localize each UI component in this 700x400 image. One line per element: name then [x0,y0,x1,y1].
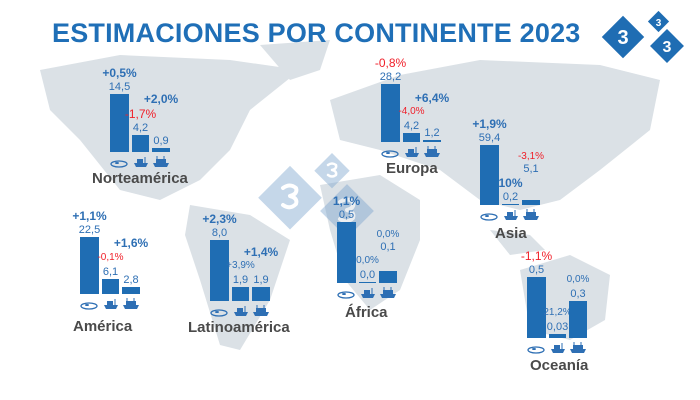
bar [423,139,441,142]
continent-label: Norteamérica [92,170,188,187]
continent-label: Latinoamérica [188,319,290,336]
beef-icon [527,341,545,354]
bar [379,270,397,283]
change-label: 10% [498,175,523,190]
bar [403,133,420,142]
value-label: 0,9 [153,135,169,148]
value-label: 59,4 [478,132,501,144]
import-ship-icon [122,297,140,309]
bar [232,286,249,301]
value-label: 6,1 [102,265,119,278]
cattle-ship-icon [502,208,520,220]
value-label: 0,3 [570,288,586,301]
bar [569,301,587,338]
change-label: 21,2% [543,307,572,319]
value-label: 1,2 [424,126,440,139]
beef-icon [80,297,98,310]
change-label: +1,6% [113,235,149,250]
change-label: +1,9% [472,117,507,131]
continent-label: Oceanía [530,357,589,374]
value-label: 5,1 [523,162,539,175]
change-label: 0,0% [566,274,590,286]
continent-label: América [73,318,133,335]
beef-icon [210,304,228,317]
import-ship-icon [522,208,540,220]
beef-icon [110,155,128,168]
change-label: -3,1% [517,150,545,162]
value-label: 0,0 [359,268,376,281]
cattle-ship-icon [102,297,120,309]
bar [132,135,149,152]
watermark-logo [258,153,374,238]
value-label: 0,03 [546,321,569,334]
value-label: 22,5 [78,224,101,236]
change-label: +1,1% [72,209,107,223]
change-label: -1,7% [124,107,157,122]
value-label: 4,2 [403,120,420,133]
continent-label: Asia [495,225,527,242]
value-label: 0,2 [502,190,519,203]
change-label: -1,1% [520,249,553,263]
value-label: 0,5 [528,264,545,276]
change-label: +1,4% [243,244,279,259]
beef-icon [480,208,498,221]
change-label: -4,0% [398,106,425,118]
import-ship-icon [252,304,270,316]
import-ship-icon [379,286,397,298]
cattle-ship-icon [232,304,250,316]
change-label: -0,1% [97,251,124,263]
value-label: 0,1 [380,240,396,253]
bar [381,84,400,142]
change-label: 0,0% [356,254,379,266]
bar [122,286,140,294]
import-ship-icon [152,155,170,167]
bar [80,237,99,294]
bar [549,334,566,338]
continent-label: Europa [386,160,438,177]
svg-text:3: 3 [663,39,672,56]
bar [359,281,376,283]
value-label: 0,5 [338,209,355,221]
cattle-ship-icon [403,145,421,157]
beef-icon [381,145,399,158]
bar [527,277,546,338]
bar [252,286,270,301]
import-ship-icon [569,341,587,353]
value-label: 1,9 [232,273,249,286]
bar [522,199,540,205]
continent-label: África [345,304,388,321]
bar [337,222,356,283]
beef-icon [337,286,355,299]
page-title: ESTIMACIONES POR CONTINENTE 2023 [52,18,581,48]
change-label: -0,8% [374,56,407,70]
import-ship-icon [423,145,441,157]
svg-text:3: 3 [656,18,662,29]
bar [210,240,229,301]
change-label: +2,0% [143,92,179,107]
svg-text:3: 3 [617,27,628,49]
change-label: +0,5% [102,66,137,80]
change-label: +6,4% [414,90,450,105]
bar [102,278,119,294]
change-label: +3,9% [226,259,255,271]
value-label: 28,2 [379,71,402,83]
logo-333: 3 3 3 [601,10,684,63]
change-label: 0,0% [376,228,400,240]
value-label: 14,5 [108,81,131,93]
change-label: 1,1% [332,194,361,208]
cattle-ship-icon [549,341,567,353]
change-label: +2,3% [202,212,237,226]
bar [110,94,129,152]
value-label: 1,9 [253,273,269,286]
value-label: 8,0 [211,227,228,239]
bar [502,203,519,205]
value-label: 4,2 [132,122,149,135]
cattle-ship-icon [359,286,377,298]
value-label: 2,8 [123,273,139,286]
cattle-ship-icon [132,155,150,167]
bar [480,145,499,205]
bar [152,148,170,152]
